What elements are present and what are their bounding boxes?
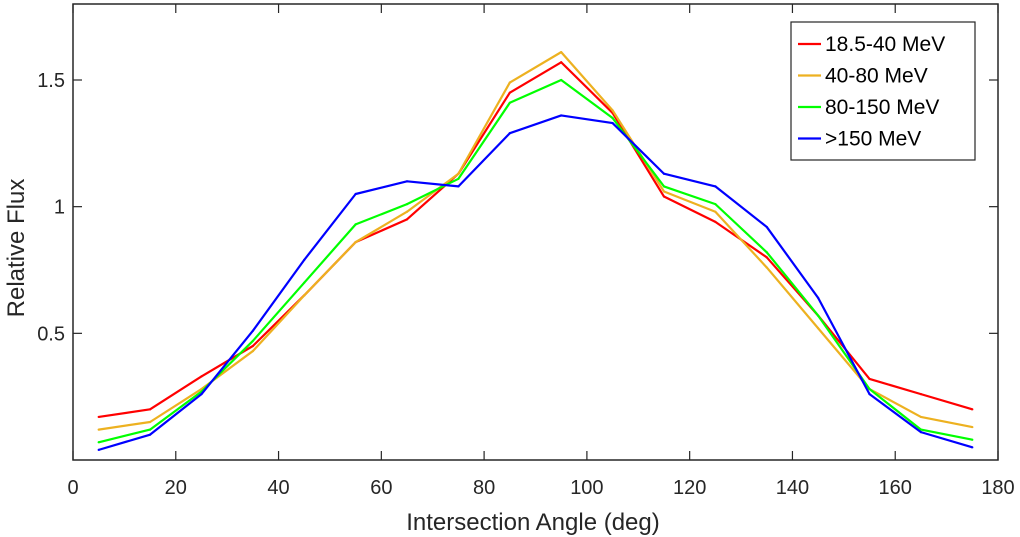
data-point bbox=[508, 101, 511, 104]
data-point bbox=[405, 218, 409, 221]
data-point bbox=[662, 190, 666, 193]
data-point bbox=[714, 203, 717, 206]
data-point bbox=[200, 393, 203, 396]
data-point bbox=[611, 116, 614, 120]
y-axis: 0.5 1 1.5 bbox=[37, 70, 998, 345]
data-point bbox=[508, 91, 511, 94]
data-point bbox=[919, 428, 923, 431]
legend-entry-label: 80-150 MeV bbox=[825, 96, 939, 119]
data-point bbox=[714, 210, 717, 213]
data-point bbox=[611, 109, 614, 112]
y-tick-label: 1 bbox=[54, 197, 65, 219]
data-point bbox=[457, 177, 460, 180]
data-point bbox=[765, 225, 768, 229]
data-point bbox=[919, 393, 923, 396]
data-point bbox=[765, 266, 768, 269]
x-tick-label: 40 bbox=[267, 477, 289, 499]
data-point bbox=[251, 329, 254, 332]
data-point bbox=[200, 375, 203, 378]
data-point bbox=[354, 241, 357, 244]
data-point bbox=[97, 428, 100, 431]
data-point bbox=[508, 81, 511, 84]
data-point bbox=[662, 195, 666, 198]
data-point bbox=[148, 433, 152, 436]
data-point bbox=[560, 114, 563, 117]
series-line-3 bbox=[98, 78, 973, 444]
data-point bbox=[971, 438, 974, 441]
legend-entry-label: 18.5-40 MeV bbox=[825, 33, 945, 56]
data-point bbox=[354, 223, 357, 226]
y-tick-label: 0.5 bbox=[37, 323, 65, 345]
data-point bbox=[611, 121, 614, 125]
data-point bbox=[868, 377, 871, 381]
plot-frame bbox=[72, 3, 999, 461]
x-tick-label: 60 bbox=[370, 477, 392, 499]
x-axis-label: Intersection Angle (deg) bbox=[406, 509, 660, 536]
x-tick-label: 0 bbox=[67, 477, 78, 499]
plot-area bbox=[97, 51, 974, 451]
data-point bbox=[714, 220, 717, 223]
x-tick-label: 20 bbox=[165, 477, 187, 499]
data-point bbox=[148, 428, 152, 431]
series-line-4 bbox=[98, 114, 973, 451]
data-point bbox=[765, 256, 768, 259]
data-point bbox=[251, 349, 254, 353]
data-point bbox=[251, 344, 254, 348]
legend-entry-label: 40-80 MeV bbox=[825, 65, 928, 88]
data-point bbox=[662, 185, 666, 188]
data-point bbox=[97, 415, 100, 419]
legend-entry-label: >150 MeV bbox=[825, 128, 921, 151]
data-point bbox=[148, 408, 152, 411]
y-tick-label: 1.5 bbox=[37, 70, 65, 92]
legend: 18.5-40 MeV 40-80 MeV 80-150 MeV >150 MeV bbox=[790, 21, 976, 161]
x-tick-label: 140 bbox=[776, 477, 809, 499]
data-point bbox=[868, 393, 871, 396]
y-axis-label: Relative Flux bbox=[3, 179, 30, 318]
legend-box bbox=[790, 21, 976, 161]
x-tick-label: 80 bbox=[473, 477, 495, 499]
data-point bbox=[560, 61, 563, 64]
data-point bbox=[303, 281, 306, 284]
data-point bbox=[817, 327, 820, 330]
data-point bbox=[457, 172, 460, 175]
data-point bbox=[560, 51, 563, 54]
series-line-2 bbox=[98, 51, 973, 431]
data-point bbox=[714, 185, 717, 188]
data-point bbox=[457, 185, 460, 188]
data-point bbox=[148, 420, 152, 424]
data-point bbox=[919, 431, 923, 434]
data-point bbox=[405, 180, 409, 183]
data-point bbox=[97, 441, 100, 444]
data-point bbox=[765, 251, 768, 254]
data-point bbox=[971, 425, 974, 429]
data-point bbox=[97, 448, 100, 451]
data-point bbox=[817, 314, 820, 317]
data-point bbox=[303, 258, 306, 261]
data-point bbox=[919, 415, 923, 419]
x-axis: 0 20 40 60 80 100 120 140 160 180 bbox=[67, 4, 1015, 499]
data-point bbox=[508, 132, 511, 135]
data-point bbox=[971, 446, 974, 449]
data-point bbox=[868, 387, 871, 391]
x-tick-label: 100 bbox=[570, 477, 603, 499]
x-tick-label: 160 bbox=[879, 477, 912, 499]
data-point bbox=[971, 408, 974, 411]
data-point bbox=[560, 78, 563, 82]
data-point bbox=[405, 210, 409, 213]
x-tick-label: 180 bbox=[981, 477, 1014, 499]
data-point bbox=[354, 192, 357, 196]
data-point bbox=[405, 203, 409, 206]
data-point bbox=[817, 296, 820, 299]
data-point bbox=[662, 172, 666, 175]
data-point bbox=[251, 339, 254, 343]
data-point bbox=[303, 294, 306, 297]
x-tick-label: 120 bbox=[673, 477, 706, 499]
